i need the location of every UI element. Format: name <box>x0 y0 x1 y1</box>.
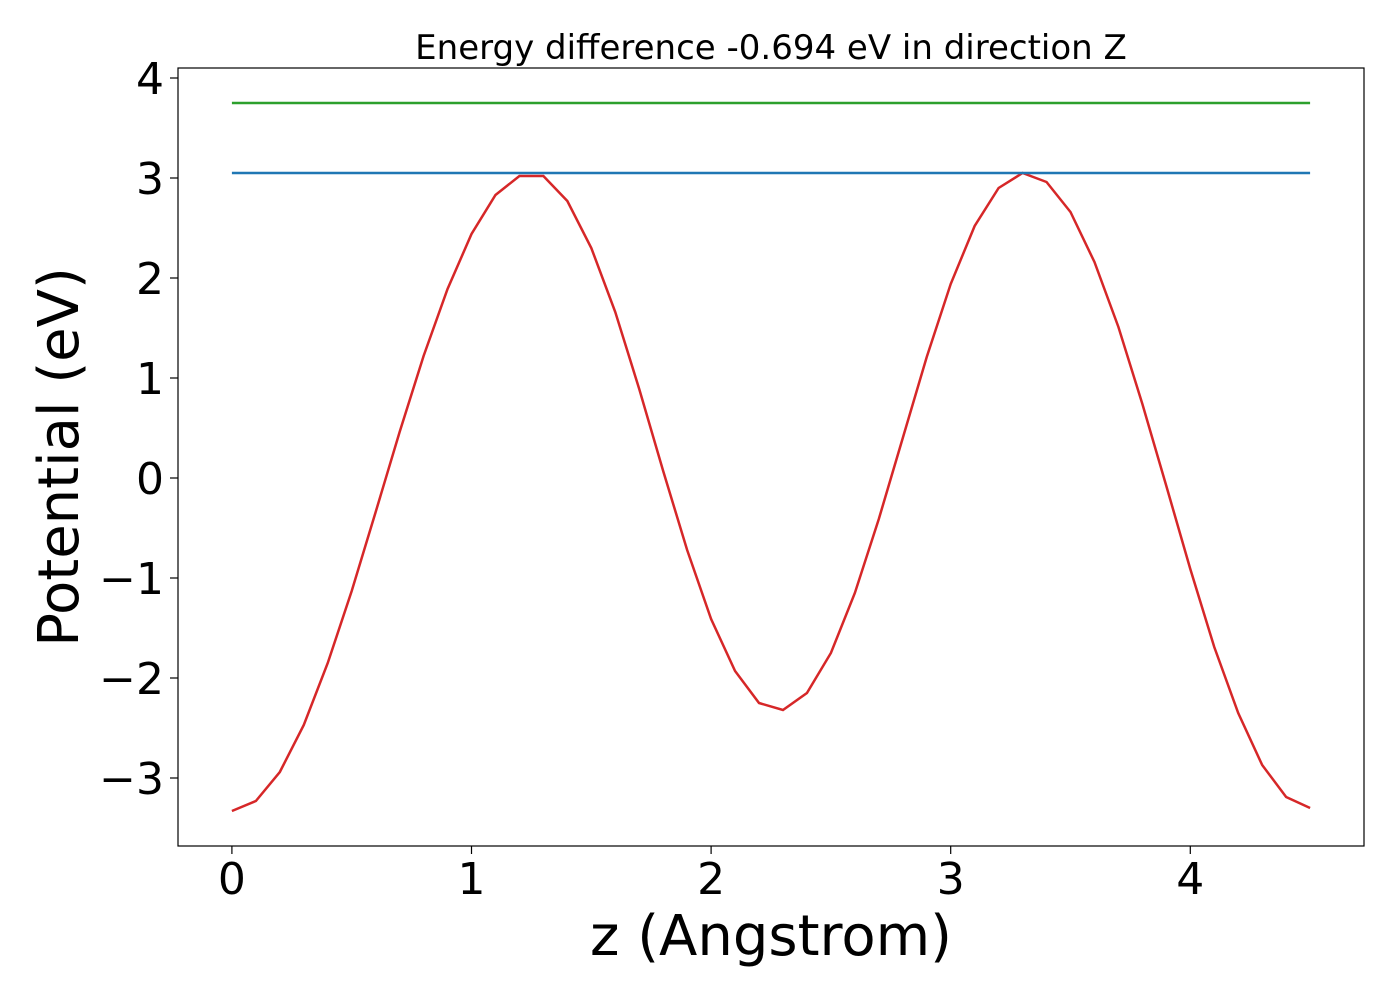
y-tick-label: −2 <box>99 654 164 705</box>
x-tick-label: 2 <box>697 854 725 905</box>
y-tick-label: 3 <box>136 154 164 205</box>
plot-frame <box>177 67 1365 847</box>
x-tick-label: 3 <box>937 854 965 905</box>
y-tick-label: 2 <box>136 254 164 305</box>
y-tick-label: 0 <box>136 454 164 505</box>
y-axis-label: Potential (eV) <box>27 267 92 647</box>
y-tick-label: 1 <box>136 354 164 405</box>
x-tick-label: 1 <box>458 854 486 905</box>
line-series <box>231 171 1311 813</box>
y-tick-label: −3 <box>99 754 164 805</box>
x-tick-label: 0 <box>218 854 246 905</box>
x-tick-label: 4 <box>1176 854 1204 905</box>
y-tick-label: 4 <box>136 54 164 105</box>
x-axis-label: z (Angstrom) <box>590 904 952 969</box>
y-tick-label: −1 <box>99 554 164 605</box>
chart-title: Energy difference -0.694 eV in direction… <box>415 28 1127 68</box>
